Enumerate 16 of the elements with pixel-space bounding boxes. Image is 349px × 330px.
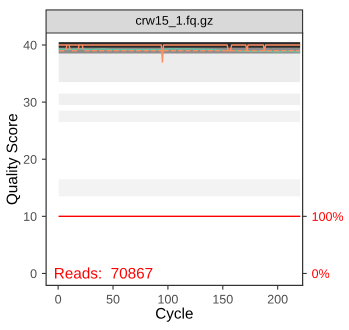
y2-tick-label: 0% — [312, 269, 330, 278]
x-tick-label: 50 — [106, 294, 120, 304]
annotation: Reads: 70867 — [55, 267, 152, 279]
x-tick-label: 150 — [213, 294, 233, 304]
y-tick-label: 30 — [24, 98, 37, 107]
y2-tick-label: 100% — [312, 212, 344, 221]
chart-title: crw15_1.fq.gz — [136, 16, 213, 28]
x-tick-label: 200 — [268, 294, 288, 304]
x-tick-label: 0 — [55, 294, 62, 304]
x-axis-title: Cycle — [156, 308, 193, 322]
y-tick-label: 20 — [24, 155, 37, 164]
y-tick-label: 40 — [23, 40, 37, 50]
y-axis-title: Quality Score — [6, 114, 20, 204]
y-tick-label: 10 — [24, 212, 37, 221]
y-tick-label: 0 — [30, 269, 37, 278]
x-tick-label: 100 — [158, 294, 178, 304]
